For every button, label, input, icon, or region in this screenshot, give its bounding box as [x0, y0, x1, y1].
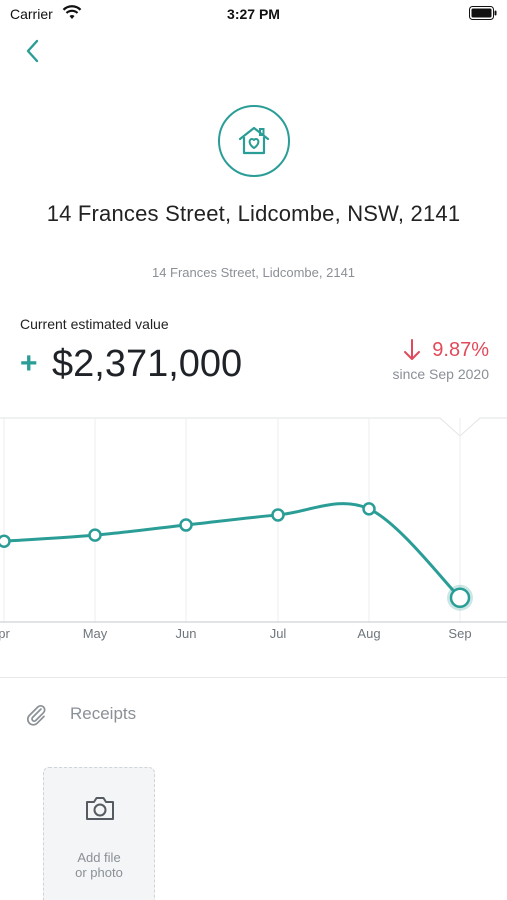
chart-point [362, 502, 376, 516]
property-badge [218, 105, 290, 177]
chart-point-highlight [449, 587, 471, 609]
chart-x-tick-label: Sep [448, 626, 471, 641]
change-percent: 9.87% [432, 338, 489, 361]
paperclip-icon [26, 704, 46, 726]
value-change: 9.87% since Sep 2020 [392, 338, 489, 383]
section-divider [0, 677, 507, 678]
chart-point [88, 528, 102, 542]
chart-point [0, 534, 11, 548]
chart-x-tick-label: Aug [357, 626, 380, 641]
value-chart[interactable]: pr May Jun Jul Aug Sep [0, 410, 507, 650]
carrier-label: Carrier [10, 6, 53, 22]
back-button[interactable] [18, 36, 48, 66]
property-subtitle: 14 Frances Street, Lidcombe, 2141 [151, 265, 356, 280]
value-plus-sign: + [20, 347, 38, 380]
add-file-label: Add file or photo [44, 850, 154, 880]
receipts-label: Receipts [70, 704, 137, 723]
chart-x-tick-label: Jul [270, 626, 287, 641]
property-title: 14 Frances Street, Lidcombe, NSW, 2141 [46, 201, 461, 226]
value-chart-svg: pr May Jun Jul Aug Sep [0, 417, 507, 641]
estimated-value-label: Current estimated value [20, 316, 169, 332]
chart-x-tick-label: pr [0, 626, 10, 641]
chart-top-border [0, 417, 507, 437]
estimated-value-amount: $2,371,000 [52, 343, 243, 385]
house-heart-icon [238, 126, 270, 155]
add-file-label-line1: Add file [77, 850, 121, 865]
chart-series-line [2, 502, 462, 600]
change-since: since Sep 2020 [392, 366, 489, 382]
arrow-down-icon [404, 339, 421, 360]
receipts-header: Receipts [24, 700, 136, 728]
battery-icon [469, 6, 497, 20]
chart-point [179, 518, 193, 532]
camera-icon [86, 797, 114, 820]
status-bar: Carrier 3:27 PM [0, 0, 507, 30]
add-file-label-line2: or photo [75, 865, 123, 880]
wifi-icon [62, 5, 82, 19]
chart-point [271, 508, 285, 522]
add-file-or-photo-button[interactable]: Add file or photo [43, 767, 155, 900]
chart-x-tick-label: Jun [176, 626, 197, 641]
clock: 3:27 PM [227, 6, 280, 22]
chart-x-tick-label: May [83, 626, 108, 641]
